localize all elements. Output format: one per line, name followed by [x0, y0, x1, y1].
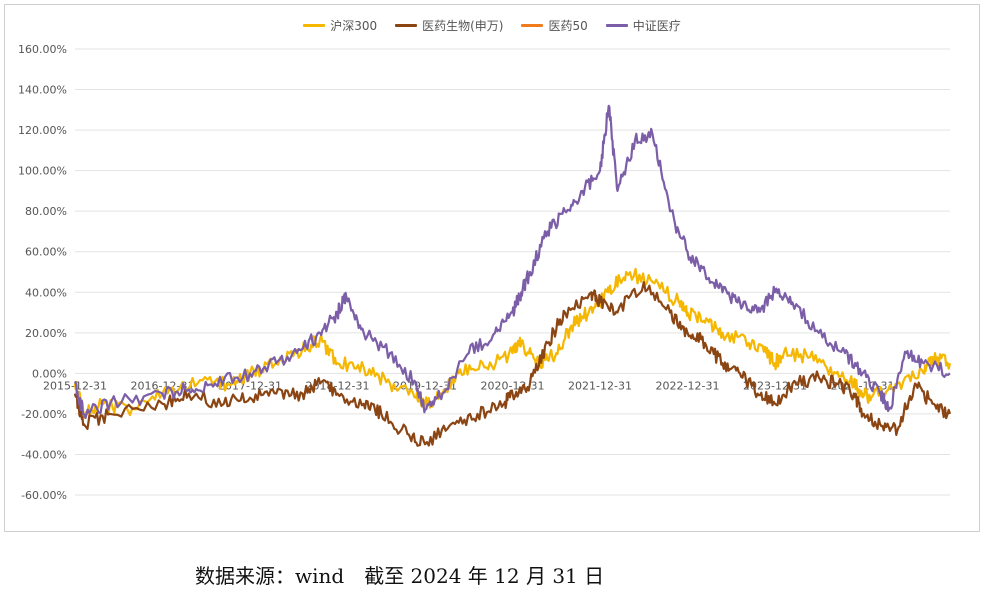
legend-swatch — [605, 24, 628, 27]
legend-swatch — [303, 24, 326, 27]
legend-item-2: 医药50 — [521, 17, 588, 34]
y-tick-label: 140.00% — [18, 84, 67, 97]
y-tick-label: 0.00% — [32, 367, 67, 380]
legend-swatch — [395, 24, 418, 27]
y-tick-label: -40.00% — [21, 448, 67, 461]
x-tick-label: 2022-12-31 — [656, 379, 720, 392]
x-tick-label: 2021-12-31 — [568, 379, 632, 392]
y-tick-label: 160.00% — [18, 43, 67, 56]
legend-label: 医药生物(申万) — [422, 19, 504, 33]
y-tick-label: -20.00% — [21, 408, 67, 421]
series-line-0 — [73, 267, 952, 419]
legend-item-0: 沪深300 — [303, 17, 377, 34]
chart-frame: 沪深300 医药生物(申万) 医药50 中证医疗 -60.00% -40.00% -20.… — [4, 4, 980, 532]
series-line-1 — [73, 281, 952, 447]
legend-item-1: 医药生物(申万) — [395, 17, 503, 34]
y-tick-label: 20.00% — [25, 327, 67, 340]
y-tick-label: 100.00% — [18, 165, 67, 178]
x-tick-label: 2019-12-31 — [393, 379, 457, 392]
legend-item-3: 中证医疗 — [605, 17, 681, 34]
series-line-3 — [73, 104, 951, 419]
legend-label: 医药50 — [548, 19, 588, 33]
y-tick-label: 60.00% — [25, 246, 67, 259]
legend: 沪深300 医药生物(申万) 医药50 中证医疗 — [5, 17, 979, 34]
line-chart: -60.00% -40.00% -20.00% 0.00% 20.00% 40.00% 60… — [18, 43, 952, 502]
legend-label: 中证医疗 — [632, 19, 681, 33]
y-tick-label: 80.00% — [25, 205, 67, 218]
source-footnote: 数据来源：wind 截至 2024 年 12 月 31 日 — [195, 564, 605, 588]
y-tick-label: 120.00% — [18, 124, 67, 137]
legend-swatch — [521, 24, 544, 27]
y-tick-label: 40.00% — [25, 286, 67, 299]
y-tick-label: -60.00% — [21, 489, 67, 502]
legend-label: 沪深300 — [330, 19, 378, 33]
